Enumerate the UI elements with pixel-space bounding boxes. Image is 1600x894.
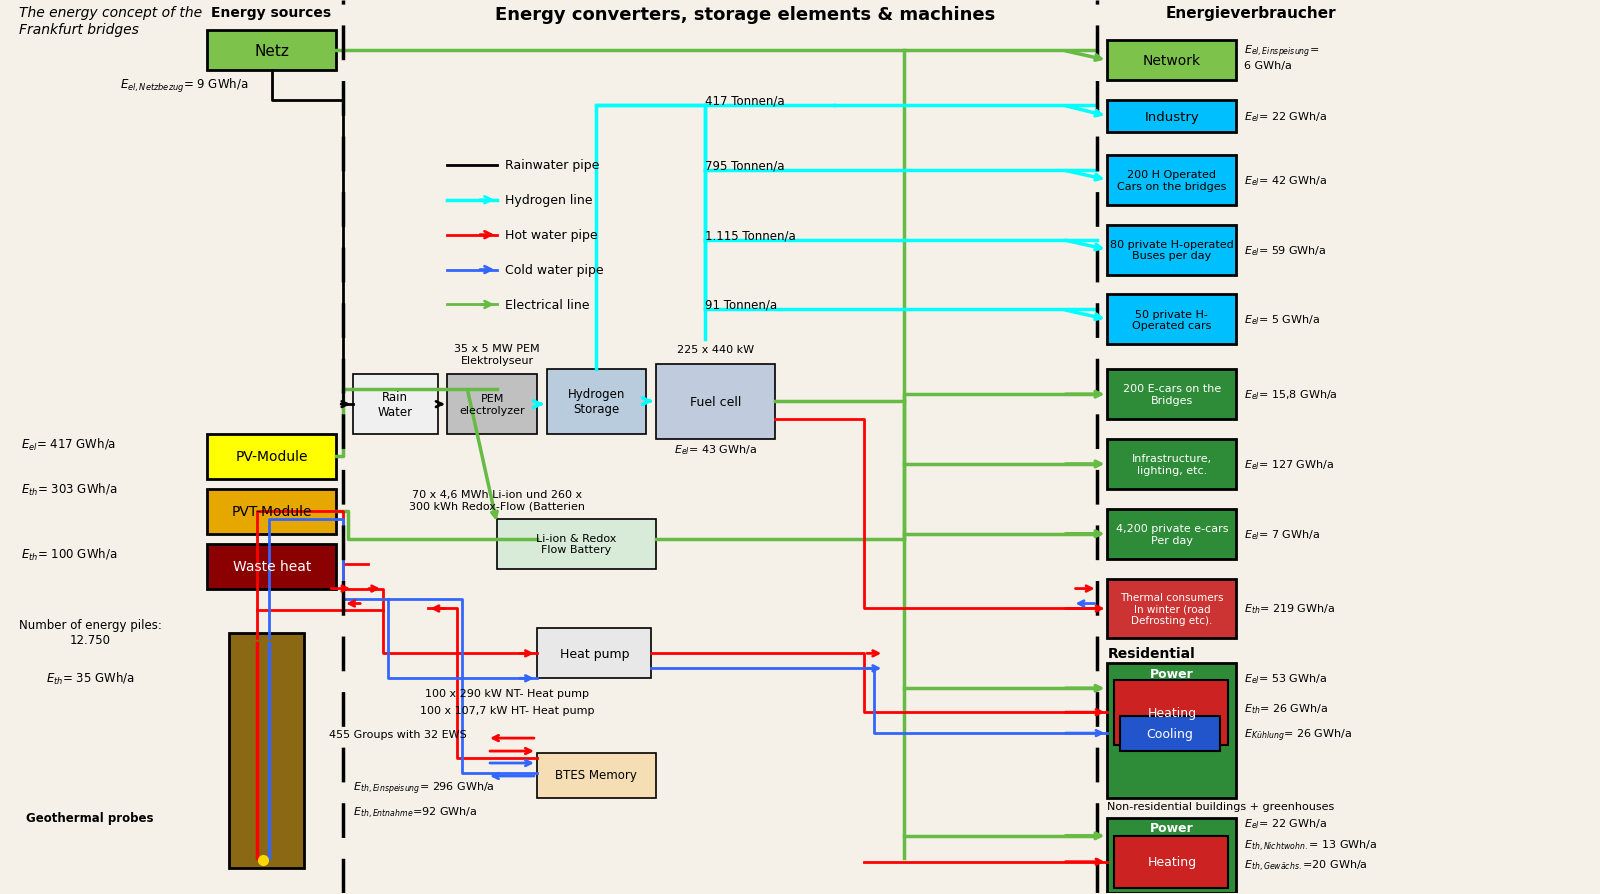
Text: Non-residential buildings + greenhouses: Non-residential buildings + greenhouses xyxy=(1107,801,1334,811)
Text: 200 E-cars on the
Bridges: 200 E-cars on the Bridges xyxy=(1123,384,1221,406)
Text: 100 x 290 kW NT- Heat pump: 100 x 290 kW NT- Heat pump xyxy=(426,688,589,698)
Text: 91 Tonnen/a: 91 Tonnen/a xyxy=(706,299,778,312)
Bar xyxy=(1114,836,1229,888)
Text: $E_{el}$= 127 GWh/a: $E_{el}$= 127 GWh/a xyxy=(1245,458,1334,471)
Text: BTES Memory: BTES Memory xyxy=(555,769,637,781)
Text: $E_{th,Entnahme}$=92 GWh/a: $E_{th,Entnahme}$=92 GWh/a xyxy=(354,805,477,821)
Text: 4,200 private e-cars
Per day: 4,200 private e-cars Per day xyxy=(1115,523,1229,545)
Bar xyxy=(547,370,646,434)
Text: Geothermal probes: Geothermal probes xyxy=(27,812,154,824)
Text: $E_{th,Einspeisung}$= 296 GWh/a: $E_{th,Einspeisung}$= 296 GWh/a xyxy=(354,780,494,797)
Text: Heating: Heating xyxy=(1147,856,1197,868)
Text: 1.115 Tonnen/a: 1.115 Tonnen/a xyxy=(706,229,797,242)
Text: 100 x 107,7 kW HT- Heat pump: 100 x 107,7 kW HT- Heat pump xyxy=(419,705,594,715)
Text: $E_{th}$= 26 GWh/a: $E_{th}$= 26 GWh/a xyxy=(1245,702,1328,715)
Bar xyxy=(1107,510,1237,559)
Text: Rain
Water: Rain Water xyxy=(378,391,413,418)
Text: Hydrogen line: Hydrogen line xyxy=(506,194,592,207)
Text: PVT-Module: PVT-Module xyxy=(232,504,312,519)
Text: Energy converters, storage elements & machines: Energy converters, storage elements & ma… xyxy=(494,6,995,24)
Text: Residential: Residential xyxy=(1107,646,1195,661)
Text: PEM
electrolyzer: PEM electrolyzer xyxy=(459,394,525,416)
Text: $E_{el}$= 417 GWh/a: $E_{el}$= 417 GWh/a xyxy=(21,436,115,452)
Bar xyxy=(229,634,304,868)
Text: 795 Tonnen/a: 795 Tonnen/a xyxy=(706,159,786,173)
Text: $E_{el}$= 22 GWh/a: $E_{el}$= 22 GWh/a xyxy=(1245,110,1328,123)
Bar xyxy=(656,365,774,440)
Bar xyxy=(1107,156,1237,206)
Text: $E_{th}$= 100 GWh/a: $E_{th}$= 100 GWh/a xyxy=(21,546,117,562)
Bar xyxy=(1107,440,1237,489)
Text: $E_{th,Gewächs.}$=20 GWh/a: $E_{th,Gewächs.}$=20 GWh/a xyxy=(1245,858,1368,873)
Text: 455 Groups with 32 EWS: 455 Groups with 32 EWS xyxy=(330,730,467,739)
Text: $E_{el}$= 43 GWh/a: $E_{el}$= 43 GWh/a xyxy=(674,443,757,456)
Text: $E_{th}$= 303 GWh/a: $E_{th}$= 303 GWh/a xyxy=(21,481,117,497)
Text: $E_{el,Einspeisung}$=
6 GWh/a: $E_{el,Einspeisung}$= 6 GWh/a xyxy=(1245,43,1320,72)
Text: Hot water pipe: Hot water pipe xyxy=(506,229,598,242)
Text: Fuel cell: Fuel cell xyxy=(690,395,741,409)
Text: Power: Power xyxy=(1150,667,1194,680)
Text: 417 Tonnen/a: 417 Tonnen/a xyxy=(706,95,786,107)
Text: $E_{el}$= 5 GWh/a: $E_{el}$= 5 GWh/a xyxy=(1245,313,1320,327)
Text: $E_{el}$= 59 GWh/a: $E_{el}$= 59 GWh/a xyxy=(1245,243,1326,257)
Text: Waste heat: Waste heat xyxy=(232,559,310,573)
Bar xyxy=(1114,680,1229,746)
Text: Industry: Industry xyxy=(1144,110,1200,123)
Bar xyxy=(448,375,536,434)
Text: $E_{th,Nichtwohn.}$= 13 GWh/a: $E_{th,Nichtwohn.}$= 13 GWh/a xyxy=(1245,839,1378,854)
Text: Heating: Heating xyxy=(1147,706,1197,719)
Text: Energy sources: Energy sources xyxy=(211,6,331,21)
Text: $E_{th}$= 219 GWh/a: $E_{th}$= 219 GWh/a xyxy=(1245,602,1336,616)
Bar xyxy=(536,754,656,798)
Text: Number of energy piles:
12.750: Number of energy piles: 12.750 xyxy=(19,619,162,646)
Text: $E_{el}$= 15,8 GWh/a: $E_{el}$= 15,8 GWh/a xyxy=(1245,388,1338,401)
Bar xyxy=(498,519,656,569)
Text: The energy concept of the
Frankfurt bridges: The energy concept of the Frankfurt brid… xyxy=(19,6,202,37)
Text: $E_{el}$= 7 GWh/a: $E_{el}$= 7 GWh/a xyxy=(1245,527,1320,541)
Bar xyxy=(1107,41,1237,81)
Text: Infrastructure,
lighting, etc.: Infrastructure, lighting, etc. xyxy=(1131,453,1211,476)
Bar xyxy=(354,375,437,434)
Text: Thermal consumers
In winter (road
Defrosting etc).: Thermal consumers In winter (road Defros… xyxy=(1120,592,1224,626)
Text: Cold water pipe: Cold water pipe xyxy=(506,264,603,277)
Text: Li-ion & Redox
Flow Battery: Li-ion & Redox Flow Battery xyxy=(536,534,616,555)
Text: Rainwater pipe: Rainwater pipe xyxy=(506,159,600,173)
Text: 70 x 4,6 MWh Li-ion und 260 x
300 kWh Redox-Flow (Batterien: 70 x 4,6 MWh Li-ion und 260 x 300 kWh Re… xyxy=(410,489,586,510)
Bar xyxy=(1107,101,1237,133)
Text: $E_{Kühlung}$= 26 GWh/a: $E_{Kühlung}$= 26 GWh/a xyxy=(1245,727,1352,744)
Text: Electrical line: Electrical line xyxy=(506,299,589,312)
Text: Hydrogen
Storage: Hydrogen Storage xyxy=(568,388,626,416)
Bar xyxy=(1120,716,1219,751)
Bar xyxy=(1107,225,1237,275)
Text: PV-Module: PV-Module xyxy=(235,450,309,463)
Text: $E_{el,Netzbezug}$= 9 GWh/a: $E_{el,Netzbezug}$= 9 GWh/a xyxy=(120,77,248,95)
Bar xyxy=(1107,663,1237,798)
Text: Network: Network xyxy=(1142,55,1202,68)
Bar xyxy=(208,489,336,534)
Text: $E_{el}$= 42 GWh/a: $E_{el}$= 42 GWh/a xyxy=(1245,173,1328,188)
Bar xyxy=(208,544,336,589)
Text: $E_{el}$= 22 GWh/a: $E_{el}$= 22 GWh/a xyxy=(1245,816,1328,830)
Bar xyxy=(536,628,651,679)
Text: 35 x 5 MW PEM
Elektrolyseur: 35 x 5 MW PEM Elektrolyseur xyxy=(454,344,539,366)
Bar xyxy=(1107,295,1237,345)
Text: $E_{el}$= 53 GWh/a: $E_{el}$= 53 GWh/a xyxy=(1245,671,1328,686)
Bar xyxy=(208,31,336,72)
Text: 225 x 440 kW: 225 x 440 kW xyxy=(677,345,754,355)
Text: Cooling: Cooling xyxy=(1147,727,1194,739)
Bar xyxy=(1107,579,1237,638)
Text: Energieverbraucher: Energieverbraucher xyxy=(1166,6,1336,21)
Text: Power: Power xyxy=(1150,822,1194,834)
Text: 80 private H-operated
Buses per day: 80 private H-operated Buses per day xyxy=(1110,240,1234,261)
Text: $E_{th}$= 35 GWh/a: $E_{th}$= 35 GWh/a xyxy=(46,670,134,687)
Bar xyxy=(1107,370,1237,419)
Text: 50 private H-
Operated cars: 50 private H- Operated cars xyxy=(1133,309,1211,331)
Text: 200 H Operated
Cars on the bridges: 200 H Operated Cars on the bridges xyxy=(1117,170,1227,191)
Bar xyxy=(208,434,336,479)
Bar xyxy=(1107,818,1237,892)
Text: Netz: Netz xyxy=(254,44,290,59)
Text: Heat pump: Heat pump xyxy=(560,647,629,660)
